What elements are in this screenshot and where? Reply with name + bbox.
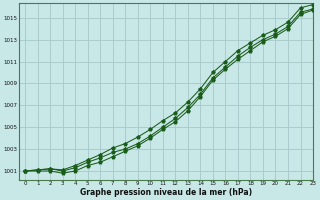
X-axis label: Graphe pression niveau de la mer (hPa): Graphe pression niveau de la mer (hPa) (80, 188, 252, 197)
